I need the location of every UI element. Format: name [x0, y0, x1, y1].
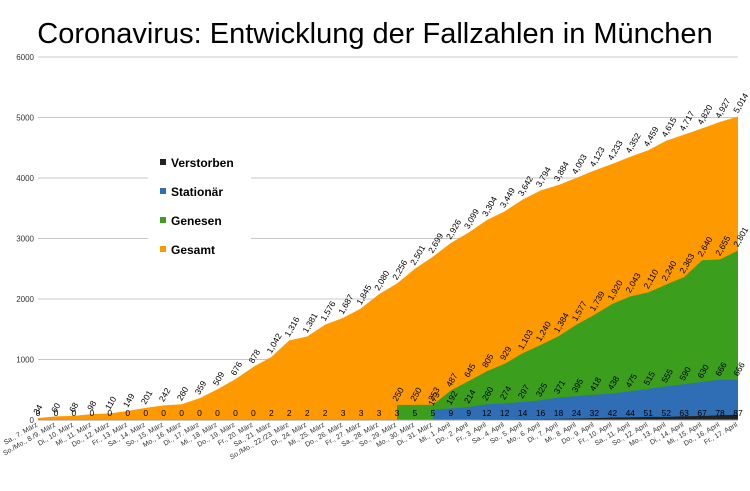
data-label-verstorben: 24	[572, 408, 582, 418]
y-tick-label: 5000	[16, 114, 34, 123]
data-label-gesamt: 149	[121, 391, 137, 409]
legend-swatch	[160, 188, 166, 194]
data-label-verstorben: 3	[341, 408, 346, 418]
area-verstorben	[38, 414, 738, 420]
data-label-verstorben: 87	[733, 408, 743, 418]
data-label-verstorben: 2	[323, 408, 328, 418]
data-label-verstorben: 12	[482, 408, 492, 418]
data-label-gesamt: 5,014	[731, 91, 750, 115]
data-label-verstorben: 9	[448, 408, 453, 418]
data-label-verstorben: 0	[197, 408, 202, 418]
legend-swatch	[160, 246, 166, 252]
data-label-verstorben: 2	[287, 408, 292, 418]
area-genesen	[396, 250, 738, 420]
chart-title: Coronavirus: Entwicklung der Fallzahlen …	[37, 18, 713, 50]
data-label-verstorben: 0	[143, 408, 148, 418]
data-label-verstorben: 5	[413, 408, 418, 418]
data-label-verstorben: 67	[697, 408, 707, 418]
data-label-verstorben: 12	[500, 408, 510, 418]
data-label-verstorben: 5	[431, 408, 436, 418]
data-label-verstorben: 0	[161, 408, 166, 418]
data-label-verstorben: 52	[661, 408, 671, 418]
legend-swatch	[160, 159, 166, 165]
data-label-gesamt: 34	[31, 403, 45, 416]
data-label-verstorben: 78	[715, 408, 725, 418]
data-label-verstorben: 3	[359, 408, 364, 418]
data-label-verstorben: 16	[536, 408, 546, 418]
data-label-gesamt: 3,794	[534, 165, 553, 189]
data-label-verstorben: 63	[679, 408, 689, 418]
data-label-verstorben: 18	[554, 408, 564, 418]
data-label-gesamt: 878	[246, 347, 262, 365]
data-label-verstorben: 32	[590, 408, 600, 418]
data-label-verstorben: 42	[608, 408, 618, 418]
data-label-verstorben: 0	[233, 408, 238, 418]
data-label-gesamt: 4,927	[713, 96, 732, 120]
data-label-verstorben: 51	[644, 408, 654, 418]
legend-label: Stationär	[171, 185, 223, 199]
data-label-gesamt: 4,123	[587, 145, 606, 169]
data-label-verstorben: 0	[36, 408, 41, 418]
data-label-verstorben: 14	[518, 408, 528, 418]
data-label-verstorben: 0	[179, 408, 184, 418]
data-label-verstorben: 3	[377, 408, 382, 418]
data-label-verstorben: 44	[626, 408, 636, 418]
area-stationär	[432, 379, 738, 420]
data-label-verstorben: 0	[107, 408, 112, 418]
data-label-verstorben: 0	[251, 408, 256, 418]
data-label-gesamt: 4,352	[623, 131, 642, 155]
data-label-gesamt: 4,717	[677, 109, 696, 133]
data-label-verstorben: 2	[305, 408, 310, 418]
data-label-verstorben: 0	[72, 408, 77, 418]
y-tick-label: 0	[30, 416, 35, 425]
data-label-verstorben: 0	[215, 408, 220, 418]
data-label-gesamt: 242	[157, 386, 173, 404]
data-label-gesamt: 4,459	[641, 125, 660, 149]
data-label-gesamt: 4,820	[695, 103, 714, 127]
data-label-gesamt: 1,687	[336, 292, 355, 316]
data-label-verstorben: 0	[89, 408, 94, 418]
legend-label: Gesamt	[171, 243, 215, 257]
data-label-gesamt: 4,003	[570, 152, 589, 176]
legend-label: Verstorben	[171, 156, 234, 170]
data-label-gesamt: 3,304	[480, 194, 499, 218]
legend-swatch	[160, 217, 166, 223]
y-tick-label: 1000	[16, 356, 34, 365]
y-tick-label: 4000	[16, 174, 34, 183]
y-tick-label: 6000	[16, 53, 34, 62]
data-label-verstorben: 9	[466, 408, 471, 418]
y-tick-label: 3000	[16, 235, 34, 244]
data-label-verstorben: 2	[269, 408, 274, 418]
data-label-gesamt: 4,233	[605, 138, 624, 162]
data-label-gesamt: 3,884	[552, 159, 571, 183]
data-label-gesamt: 676	[229, 360, 245, 378]
data-label-gesamt: 359	[193, 379, 209, 397]
data-label-verstorben: 3	[395, 408, 400, 418]
data-label-gesamt: 260	[175, 385, 191, 403]
data-label-gesamt: 1,316	[282, 315, 301, 339]
data-label-gesamt: 60	[49, 401, 63, 414]
y-tick-label: 2000	[16, 295, 34, 304]
data-label-gesamt: 1,576	[318, 299, 337, 323]
data-label-gesamt: 4,615	[659, 115, 678, 139]
data-label-gesamt: 68	[67, 400, 81, 413]
data-label-gesamt: 201	[139, 388, 155, 406]
data-label-gesamt: 509	[211, 370, 227, 388]
data-label-gesamt: 98	[85, 399, 99, 412]
data-label-verstorben: 0	[125, 408, 130, 418]
data-label-verstorben: 0	[54, 408, 59, 418]
legend-label: Genesen	[171, 214, 222, 228]
